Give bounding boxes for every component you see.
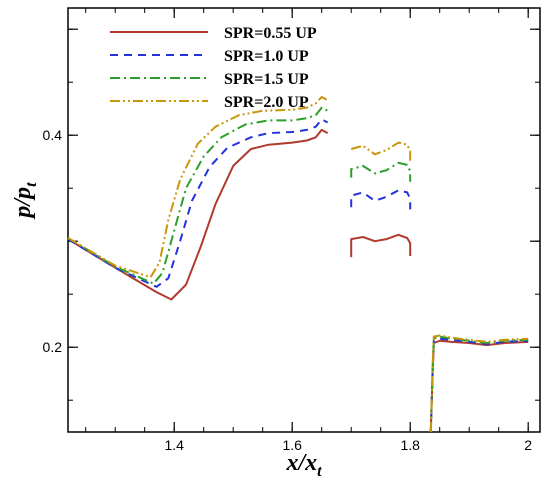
series-line-4 [350, 141, 412, 163]
x-tick-label: 1.6 [282, 437, 302, 453]
x-tick-label: 1.4 [164, 437, 184, 453]
series-line-3 [67, 106, 329, 285]
series-line-2 [429, 337, 529, 433]
series-line-2 [67, 118, 329, 288]
series-line-1 [350, 233, 412, 258]
y-tick-label: 0.2 [43, 339, 63, 355]
series-line-2 [350, 189, 412, 210]
y-tick-label: 0.4 [43, 127, 63, 143]
x-axis-label-base: x/x [285, 450, 317, 476]
legend-label-3: SPR=1.5 UP [224, 71, 309, 88]
plot-frame [67, 7, 541, 433]
axis-ticks: 1.4 1.6 1.8 2 0.2 0.4 [43, 8, 540, 453]
legend-label-2: SPR=1.0 UP [224, 48, 309, 65]
series-line-4 [429, 334, 529, 433]
series-line-3 [429, 335, 529, 433]
series-line-1 [67, 128, 329, 301]
series-line-1 [429, 339, 529, 433]
series-line-3 [350, 161, 412, 182]
y-axis-label: p/pt [10, 182, 40, 220]
y-axis-label-sub: t [23, 182, 40, 187]
x-tick-label: 2 [524, 437, 532, 453]
legend: SPR=0.55 UP SPR=1.0 UP SPR=1.5 UP SPR=2.0 U… [110, 25, 317, 111]
legend-label-1: SPR=0.55 UP [224, 25, 317, 42]
series-layer [67, 96, 529, 433]
x-axis-label: x/xt [285, 450, 322, 480]
y-axis-label-base: p/p [10, 187, 36, 220]
x-tick-label: 1.8 [400, 437, 420, 453]
series-line-4 [67, 96, 329, 279]
x-axis-label-sub: t [317, 463, 322, 480]
legend-label-4: SPR=2.0 UP [224, 94, 309, 111]
